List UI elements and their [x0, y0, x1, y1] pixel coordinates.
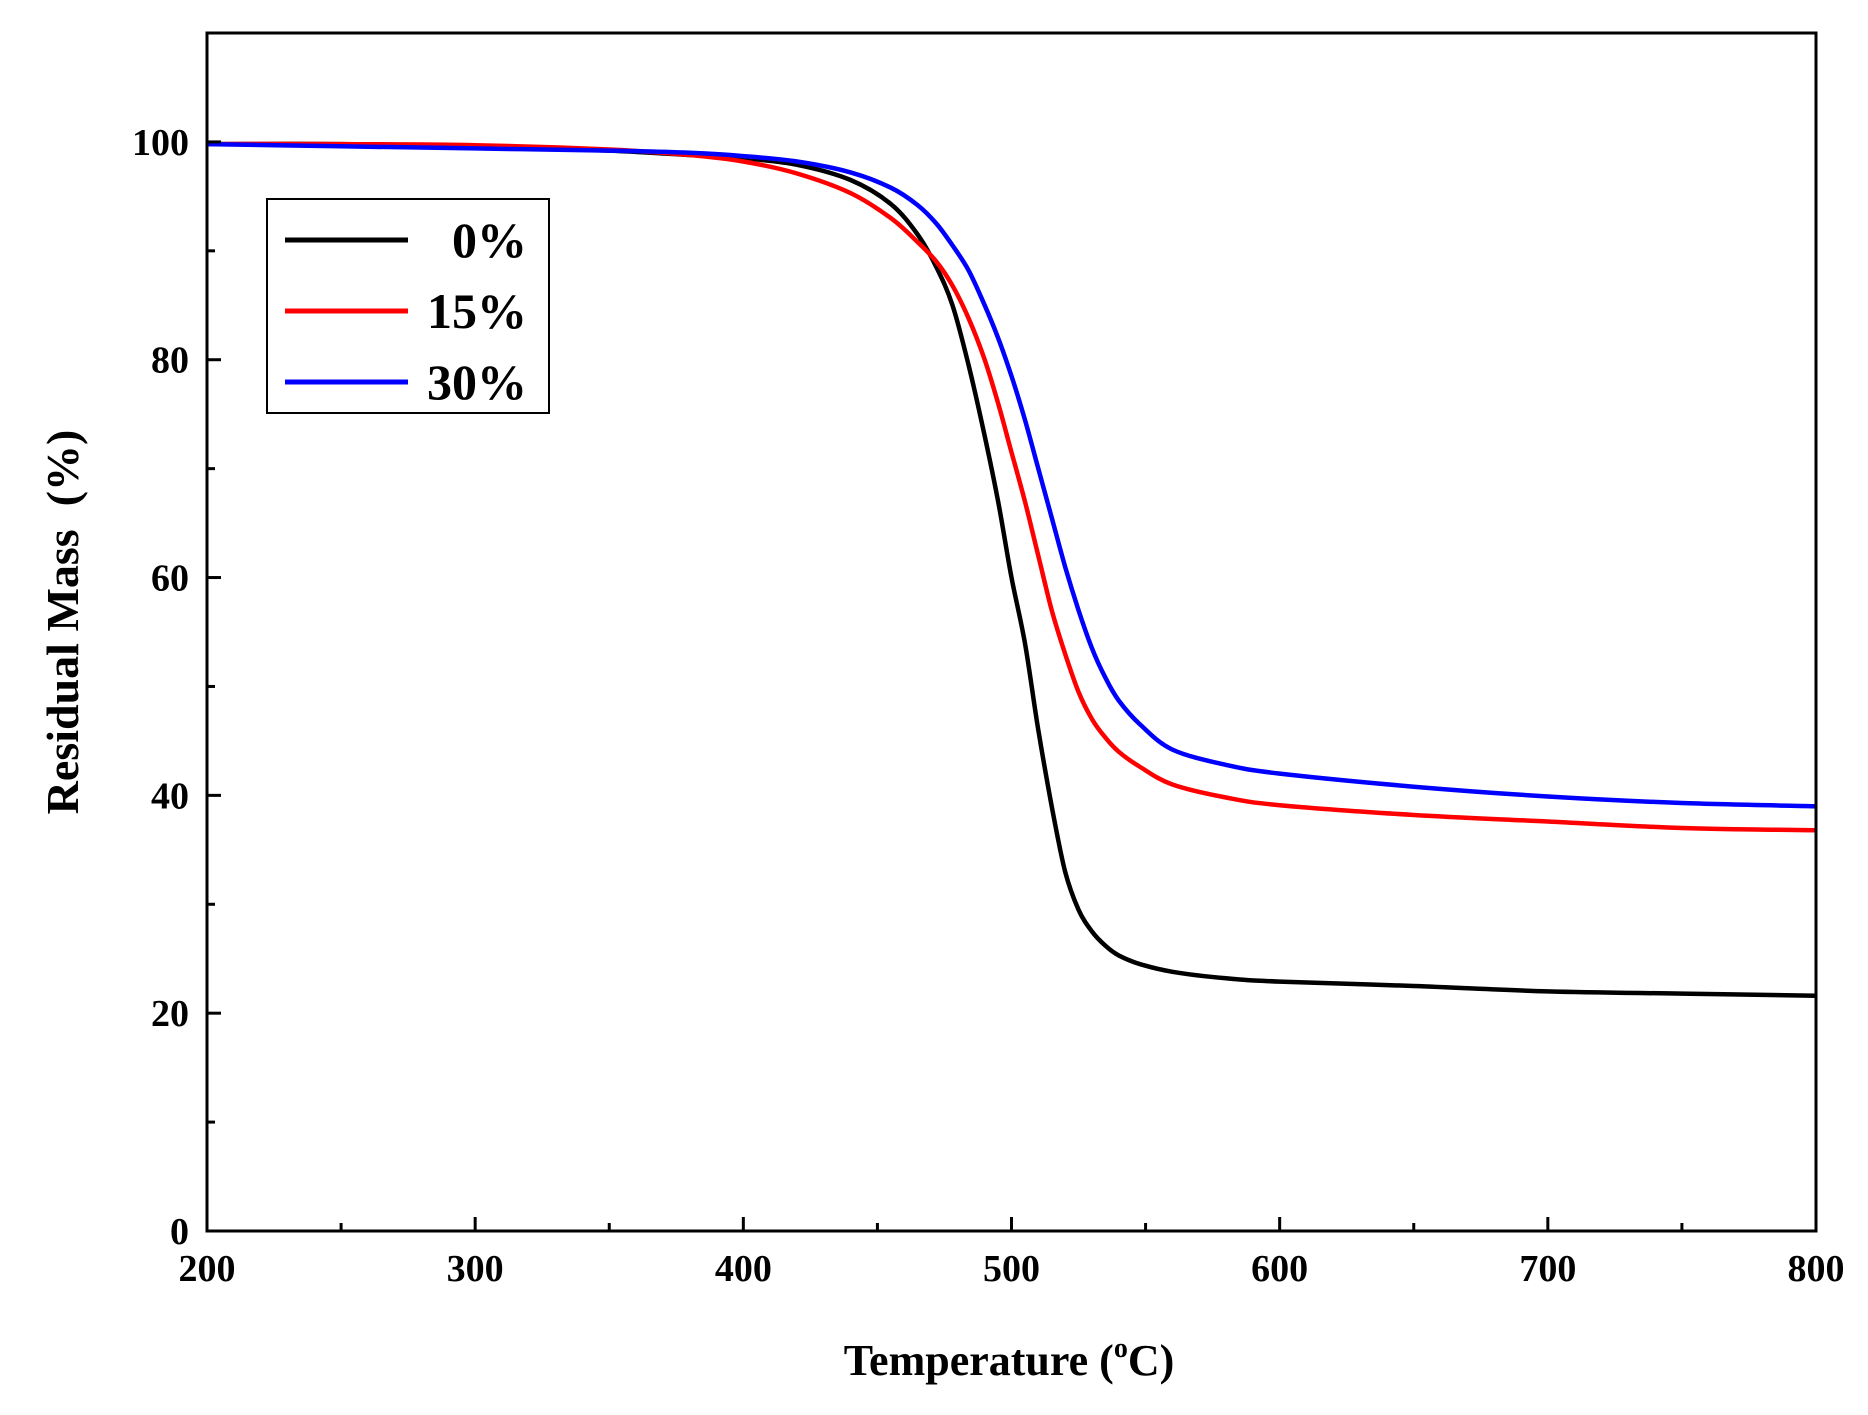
- x-tick-label: 600: [1251, 1248, 1308, 1290]
- legend-box: [266, 198, 550, 414]
- y-tick-label: 60: [151, 558, 189, 600]
- series-line-1: [206, 141, 1817, 833]
- y-axis-label: Residual Mass (%): [37, 430, 88, 815]
- x-axis-label: Temperature (oC): [844, 1333, 1175, 1385]
- x-axis-label-sup: o: [1114, 1333, 1128, 1364]
- series-line-2: [206, 141, 1817, 809]
- x-tick-label: 200: [179, 1248, 236, 1290]
- legend-label: 15%: [427, 283, 527, 339]
- x-tick-label: 400: [715, 1248, 772, 1290]
- x-tick-label: 800: [1788, 1248, 1845, 1290]
- y-tick-label: 0: [170, 1211, 189, 1253]
- axis-layer: 200 300 400 500 600 700 800 0 20 40 60 80 100: [132, 31, 1845, 1290]
- x-axis-label-unit: C): [1128, 1336, 1174, 1385]
- y-tick-label: 20: [151, 993, 189, 1035]
- x-axis-label-main: Temperature (: [844, 1336, 1114, 1385]
- legend-label: 30%: [427, 354, 527, 410]
- y-tick-label: 40: [151, 775, 189, 817]
- x-tick-label: 300: [447, 1248, 504, 1290]
- x-tick-label: 700: [1519, 1248, 1576, 1290]
- y-tick-label: 100: [132, 122, 189, 164]
- y-tick-label: 80: [151, 340, 189, 382]
- legend: 0% 15% 30%: [266, 198, 550, 414]
- x-tick-label: 500: [983, 1248, 1040, 1290]
- legend-label: 0%: [452, 212, 527, 268]
- series-layer: [206, 141, 1817, 999]
